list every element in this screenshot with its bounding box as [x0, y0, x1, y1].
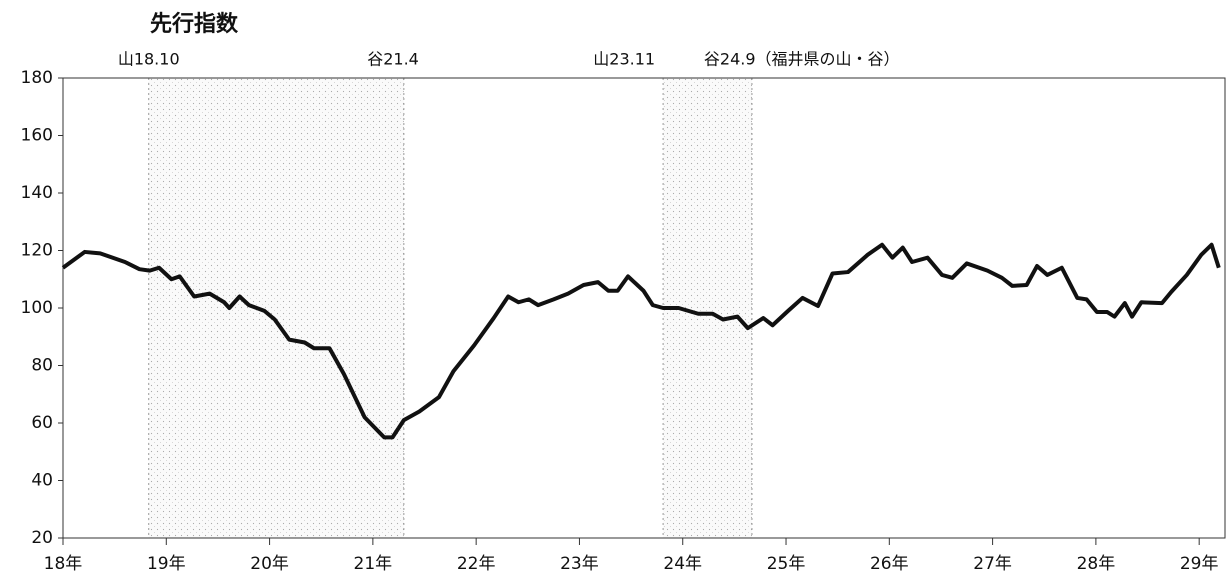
x-tick-label: 24年 [663, 554, 702, 574]
x-tick-label: 27年 [973, 554, 1012, 574]
x-tick-label: 18年 [44, 554, 83, 574]
y-tick-label: 140 [21, 183, 53, 203]
data-line [61, 242, 1221, 440]
shaded-period [148, 78, 404, 538]
y-tick-label: 180 [21, 68, 53, 88]
x-tick-label: 29年 [1180, 554, 1219, 574]
y-tick-label: 60 [31, 413, 53, 433]
x-tick-label: 28年 [1077, 554, 1116, 574]
x-tick-label: 23年 [560, 554, 599, 574]
y-tick-label: 40 [31, 471, 53, 491]
x-tick-label: 25年 [767, 554, 806, 574]
annotation: 山23.11 [593, 50, 655, 69]
x-tick-label: 22年 [457, 554, 496, 574]
annotation: 谷21.4 [367, 50, 419, 69]
x-tick-label: 19年 [147, 554, 186, 574]
annotation: 谷24.9（福井県の山・谷） [704, 50, 900, 69]
y-tick-label: 20 [31, 528, 53, 548]
x-tick-label: 20年 [250, 554, 289, 574]
chart-title: 先行指数 [150, 11, 239, 37]
y-tick-label: 160 [21, 126, 53, 146]
y-tick-label: 120 [21, 241, 53, 261]
x-tick-label: 21年 [354, 554, 393, 574]
y-tick-label: 100 [21, 298, 53, 318]
y-tick-label: 80 [31, 356, 53, 376]
x-tick-label: 26年 [870, 554, 909, 574]
annotation: 山18.10 [118, 50, 180, 69]
